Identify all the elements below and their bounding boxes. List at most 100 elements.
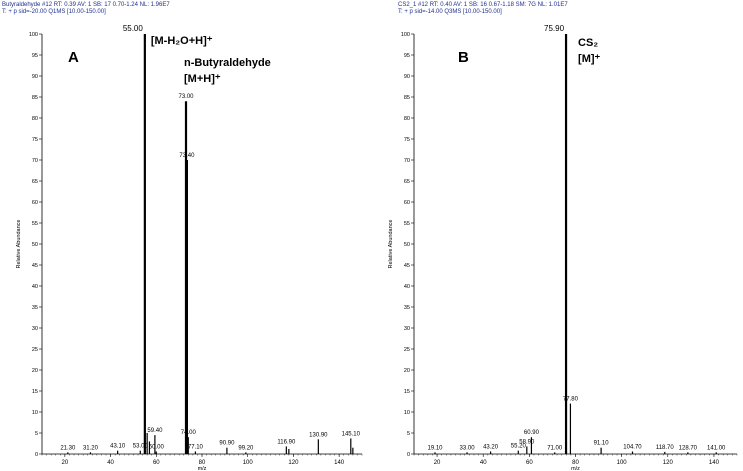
spectrum-chart-b: 0 5 10 15 20 25 30 35 40 45 50 55 60 65 70 75 80 85 90 95 10… — [388, 24, 738, 471]
spectrum-a-peak-label: 73.40 — [179, 153, 195, 159]
spectrum-b-peak-label: 19.10 — [427, 445, 443, 451]
spectrum-a-peak-label: 90.90 — [219, 441, 235, 447]
spectrum-b-y-tick-label: 90 — [404, 74, 410, 80]
spectrum-a-peak-label: 74.00 — [181, 430, 197, 436]
spectrum-a-y-tick-label: 90 — [32, 74, 38, 80]
spectrum-b-x-tick-label: 60 — [526, 460, 533, 466]
panel-a-header-line1: Butyraldehyde #12 RT: 0.39 AV: 1 SB: 17 … — [2, 2, 170, 8]
spectrum-a-y-tick-label: 35 — [32, 305, 38, 311]
spectrum-a-y-tick-label: 20 — [32, 368, 38, 374]
spectrum-b-y-tick-label: 10 — [404, 410, 410, 416]
spectrum-a-peak-label: 59.40 — [147, 428, 163, 434]
spectrum-b-x-axis-label: m/z — [571, 466, 580, 471]
spectrum-b-y-tick-label: 60 — [404, 200, 410, 206]
spectrum-a-x-tick-label: 140 — [334, 460, 345, 466]
spectrum-a-y-tick-label: 100 — [29, 32, 38, 38]
spectrum-a-x-tick-label: 80 — [199, 460, 206, 466]
spectrum-a-y-tick-label: 50 — [32, 242, 38, 248]
spectrum-a-y-tick-label: 30 — [32, 326, 38, 332]
spectrum-b-y-tick-label: 80 — [404, 116, 410, 122]
spectrum-a-y-tick-label: 75 — [32, 137, 38, 143]
spectrum-a-y-tick-label: 55 — [32, 221, 38, 227]
spectrum-a-peak-label: 77.10 — [188, 444, 204, 450]
spectrum-b-peak-label: 33.00 — [460, 445, 476, 451]
spectrum-b-peak-label: 128.70 — [679, 445, 698, 451]
spectrum-a-y-tick-label: 25 — [32, 347, 38, 353]
spectrum-b-peak-label: 43.20 — [483, 444, 499, 450]
spectrum-a-y-tick-label: 95 — [32, 53, 38, 59]
spectrum-b-y-tick-label: 5 — [407, 431, 410, 437]
spectrum-b-peak-label: 60.90 — [524, 430, 540, 436]
spectrum-a-y-tick-label: 60 — [32, 200, 38, 206]
spectrum-b-y-tick-label: 70 — [404, 158, 410, 164]
spectrum-b-peak-label: 91.10 — [594, 441, 610, 447]
panel-b-header-line2: T: + p sid=-14.00 Q3MS [10.00-150.00] — [398, 9, 502, 15]
spectrum-a-y-tick-label: 5 — [35, 431, 38, 437]
spectrum-b-y-tick-label: 55 — [404, 221, 410, 227]
spectrum-a-peak-annotation: n-Butyraldehyde — [184, 57, 271, 69]
spectrum-a-y-tick-label: 40 — [32, 284, 38, 290]
spectrum-a-peak-annotation: [M+H]⁺ — [184, 73, 221, 85]
spectrum-b-y-tick-label: 45 — [404, 263, 410, 269]
panel-a-header-line2: T: + p sid=-20.00 Q1MS [10.00-150.00] — [2, 9, 106, 15]
spectrum-b-peak-label: 55.20 — [511, 444, 527, 450]
spectrum-a-peak-label: 31.20 — [83, 445, 99, 451]
spectrum-b-y-tick-label: 50 — [404, 242, 410, 248]
spectrum-b-y-tick-label: 0 — [407, 452, 410, 458]
spectrum-a-peak-label: 116.90 — [277, 439, 296, 445]
spectrum-b-y-tick-label: 15 — [404, 389, 410, 395]
spectrum-a-peak-label: 21.30 — [60, 445, 76, 451]
spectrum-b-y-tick-label: 85 — [404, 95, 410, 101]
spectrum-b-x-tick-label: 80 — [572, 460, 579, 466]
spectrum-b-panel-letter: B — [458, 49, 469, 66]
spectrum-b-peak-label: 58.90 — [519, 439, 535, 445]
spectrum-a-y-tick-label: 15 — [32, 389, 38, 395]
spectrum-a-y-tick-label: 85 — [32, 95, 38, 101]
spectrum-a-x-tick-label: 40 — [107, 460, 114, 466]
spectrum-a-peak-label: 145.10 — [342, 431, 361, 437]
spectrum-a-y-tick-label: 80 — [32, 116, 38, 122]
spectrum-a-peak-label: 99.20 — [238, 445, 254, 451]
spectrum-b-x-tick-label: 40 — [480, 460, 487, 466]
spectrum-a-peak-annotation: [M-H₂O+H]⁺ — [151, 35, 213, 47]
spectrum-a-y-tick-label: 0 — [35, 452, 38, 458]
spectrum-b-y-tick-label: 65 — [404, 179, 410, 185]
spectrum-a-x-tick-label: 100 — [243, 460, 254, 466]
spectrum-b-y-tick-label: 35 — [404, 305, 410, 311]
spectrum-b-y-tick-label: 30 — [404, 326, 410, 332]
spectrum-b-peak-annotation: CS₂ — [578, 37, 598, 49]
spectrum-a-x-tick-label: 60 — [153, 460, 160, 466]
spectrum-b-peak-annotation: [M]⁺ — [578, 53, 600, 65]
spectrum-b-x-tick-label: 120 — [663, 460, 674, 466]
spectrum-a-x-axis-label: m/z — [198, 466, 207, 471]
spectrum-b-y-tick-label: 75 — [404, 137, 410, 143]
spectrum-a-y-axis-label: Relative Abundance — [16, 220, 22, 269]
spectrum-b-y-tick-label: 25 — [404, 347, 410, 353]
spectrum-panel-a: Butyraldehyde #12 RT: 0.39 AV: 1 SB: 17 … — [2, 2, 363, 471]
spectrum-b-peak-label: 104.70 — [623, 444, 642, 450]
spectrum-b-y-tick-label: 40 — [404, 284, 410, 290]
spectrum-a-peak-label: 60.00 — [149, 444, 165, 450]
spectrum-b-peak-label: 75.90 — [544, 24, 565, 33]
spectrum-b-x-tick-label: 140 — [709, 460, 720, 466]
spectrum-a-x-tick-label: 20 — [62, 460, 69, 466]
spectrum-b-peak-label: 141.00 — [707, 445, 726, 451]
spectrum-a-peak-label: 73.00 — [178, 94, 194, 100]
spectrum-a-y-tick-label: 65 — [32, 179, 38, 185]
spectrum-a-peak-label: 53.00 — [133, 444, 149, 450]
spectrum-a-y-tick-label: 70 — [32, 158, 38, 164]
spectrum-chart-a: 0 5 10 15 20 25 30 35 40 45 50 55 60 65 70 75 80 85 90 95 10… — [16, 24, 363, 471]
spectrum-b-y-tick-label: 95 — [404, 53, 410, 59]
spectrum-a-peak-label: 43.10 — [110, 444, 126, 450]
spectrum-a-x-tick-label: 120 — [288, 460, 299, 466]
spectrum-b-y-tick-label: 100 — [401, 32, 410, 38]
spectrum-b-peak-label: 71.00 — [547, 445, 563, 451]
spectrum-b-y-axis-label: Relative Abundance — [388, 220, 394, 269]
spectrum-b-peak-label: 118.70 — [656, 445, 675, 451]
spectrum-b-x-tick-label: 100 — [617, 460, 628, 466]
spectrum-a-peak-label: 55.00 — [123, 24, 144, 33]
panel-b-header-line1: CS2_1 #12 RT: 0.40 AV: 1 SB: 16 0.67-1.1… — [398, 2, 568, 8]
spectrum-b-peak-label: 77.80 — [563, 397, 579, 403]
spectrum-a-peak-label: 130.90 — [309, 432, 328, 438]
spectrum-panel-b: CS2_1 #12 RT: 0.40 AV: 1 SB: 16 0.67-1.1… — [372, 0, 743, 471]
